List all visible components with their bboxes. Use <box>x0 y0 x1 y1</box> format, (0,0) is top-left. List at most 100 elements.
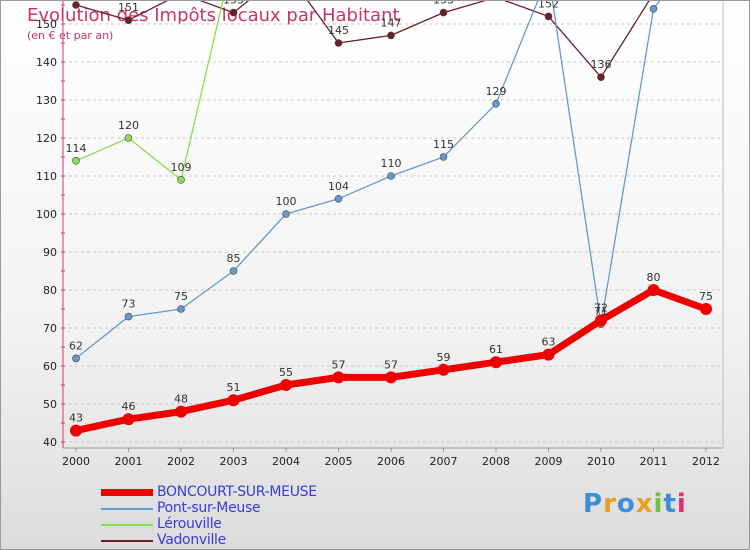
x-tick-label: 2003 <box>220 455 248 468</box>
y-tick-label: 120 <box>36 132 57 145</box>
chart-subtitle: (en € et par an) <box>27 29 114 42</box>
data-point-boncourt-sur-meuse <box>70 424 82 437</box>
data-point-vadonville <box>229 8 238 17</box>
data-label-vadonville: 153 <box>433 1 454 7</box>
data-label-boncourt-sur-meuse: 57 <box>332 358 346 371</box>
data-point-vadonville <box>334 39 343 47</box>
data-point-boncourt-sur-meuse <box>595 314 607 327</box>
data-label-boncourt-sur-meuse: 48 <box>174 393 188 406</box>
data-point-boncourt-sur-meuse <box>437 363 450 376</box>
data-label-boncourt-sur-meuse: 57 <box>384 358 398 371</box>
data-label-l-rouville: 114 <box>66 142 87 155</box>
data-label-vadonville: 151 <box>118 1 139 14</box>
data-point-boncourt-sur-meuse <box>280 379 292 391</box>
data-point-l-rouville <box>124 134 133 142</box>
x-tick-label: 2000 <box>62 455 90 468</box>
data-label-boncourt-sur-meuse: 55 <box>279 366 293 379</box>
y-tick-label: 110 <box>36 170 57 183</box>
data-point-pont-sur-meuse <box>72 354 80 363</box>
data-point-boncourt-sur-meuse <box>385 371 397 384</box>
x-tick-label: 2009 <box>535 455 563 468</box>
data-label-pont-sur-meuse: 110 <box>381 157 402 170</box>
data-point-boncourt-sur-meuse <box>227 394 240 407</box>
x-tick-label: 2008 <box>482 455 510 468</box>
data-label-pont-sur-meuse: 62 <box>69 339 83 352</box>
x-tick-label: 2007 <box>430 455 458 468</box>
data-label-pont-sur-meuse: 115 <box>433 138 454 151</box>
data-label-l-rouville: 120 <box>118 119 139 132</box>
x-tick-label: 2001 <box>115 455 143 468</box>
data-label-boncourt-sur-meuse: 59 <box>437 351 451 364</box>
x-tick-label: 2012 <box>692 455 720 468</box>
data-point-pont-sur-meuse <box>229 267 238 275</box>
data-label-boncourt-sur-meuse: 61 <box>489 343 503 356</box>
data-label-boncourt-sur-meuse: 43 <box>69 412 83 425</box>
data-label-boncourt-sur-meuse: 72 <box>594 301 608 314</box>
x-tick-label: 2006 <box>377 455 405 468</box>
data-point-vadonville <box>439 8 448 17</box>
data-label-vadonville: 147 <box>381 16 402 29</box>
y-tick-label: 40 <box>43 436 57 449</box>
x-tick-label: 2002 <box>167 455 195 468</box>
data-label-boncourt-sur-meuse: 75 <box>699 290 713 303</box>
data-point-l-rouville <box>72 157 80 165</box>
y-tick-label: 50 <box>43 398 57 411</box>
x-tick-label: 2005 <box>325 455 353 468</box>
legend-label: Pont-sur-Meuse <box>157 500 261 516</box>
data-point-vadonville <box>124 16 133 25</box>
data-point-vadonville <box>387 31 395 40</box>
data-label-pont-sur-meuse: 85 <box>227 252 241 265</box>
data-point-pont-sur-meuse <box>649 5 658 13</box>
proxiti-logo: Proxiti <box>583 489 687 519</box>
data-point-pont-sur-meuse <box>439 153 448 161</box>
data-label-boncourt-sur-meuse: 63 <box>542 336 556 349</box>
y-tick-label: 60 <box>43 360 57 373</box>
data-point-vadonville <box>72 1 80 9</box>
x-tick-label: 2011 <box>640 455 668 468</box>
legend-swatch <box>101 524 153 526</box>
y-tick-label: 150 <box>36 18 57 31</box>
data-label-pont-sur-meuse: 100 <box>276 195 297 208</box>
legend-label: BONCOURT-SUR-MEUSE <box>157 484 317 500</box>
legend-label: Vadonville <box>157 532 226 548</box>
data-label-pont-sur-meuse: 71 <box>594 305 608 318</box>
x-tick-label: 2010 <box>587 455 615 468</box>
data-label-pont-sur-meuse: 129 <box>486 85 507 98</box>
data-label-vadonville: 152 <box>538 1 559 10</box>
data-label-vadonville: 153 <box>223 1 244 7</box>
data-point-pont-sur-meuse <box>492 100 500 108</box>
data-point-pont-sur-meuse <box>177 305 185 313</box>
data-point-pont-sur-meuse <box>387 172 395 180</box>
y-tick-label: 70 <box>43 322 57 335</box>
data-point-pont-sur-meuse <box>334 195 343 203</box>
chart-title: Evolution des Impôts locaux par Habitant <box>27 5 400 26</box>
data-label-l-rouville: 109 <box>171 161 192 174</box>
data-label-pont-sur-meuse: 154 <box>643 1 664 3</box>
data-label-boncourt-sur-meuse: 80 <box>647 271 661 284</box>
legend-label: Lérouville <box>157 516 222 532</box>
data-point-boncourt-sur-meuse <box>175 405 187 418</box>
data-point-boncourt-sur-meuse <box>122 413 135 426</box>
y-tick-label: 80 <box>43 284 57 297</box>
legend-swatch <box>101 489 153 496</box>
data-point-pont-sur-meuse <box>282 210 290 218</box>
data-label-vadonville: 136 <box>591 58 612 71</box>
data-point-boncourt-sur-meuse <box>700 303 712 315</box>
data-label-boncourt-sur-meuse: 46 <box>122 400 136 413</box>
data-point-vadonville <box>597 73 605 81</box>
data-point-vadonville <box>544 12 553 21</box>
data-point-l-rouville <box>177 176 185 184</box>
data-point-boncourt-sur-meuse <box>647 284 660 296</box>
legend-swatch <box>101 508 153 510</box>
y-tick-label: 90 <box>43 246 57 259</box>
data-label-pont-sur-meuse: 104 <box>328 180 349 193</box>
data-point-pont-sur-meuse <box>124 312 133 321</box>
y-tick-label: 130 <box>36 94 57 107</box>
data-label-vadonville: 145 <box>328 24 349 37</box>
y-tick-label: 100 <box>36 208 57 221</box>
data-label-pont-sur-meuse: 73 <box>122 298 136 311</box>
legend-swatch <box>101 540 153 542</box>
data-label-boncourt-sur-meuse: 51 <box>227 381 241 394</box>
